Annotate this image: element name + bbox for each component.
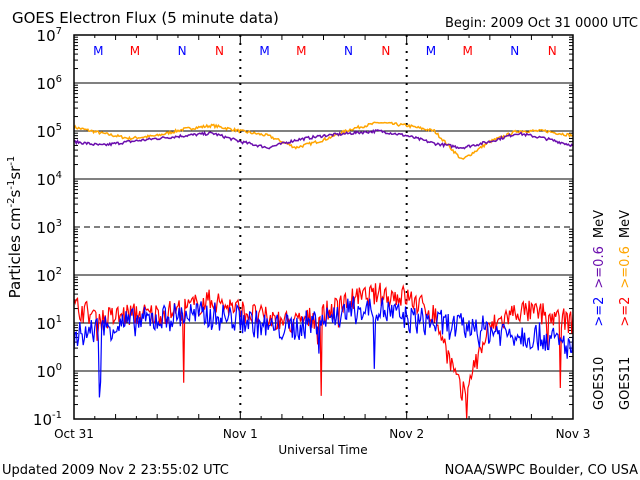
marker-label: M	[93, 44, 103, 58]
marker-label: N	[548, 44, 557, 58]
marker-label: N	[178, 44, 187, 58]
y-tick-labels: 107 106 105 104 103 102 101 100 10-1	[33, 26, 62, 429]
y-tick-label: 10-1	[33, 410, 62, 429]
marker-label: M	[259, 44, 269, 58]
y-tick-label: 101	[37, 314, 62, 333]
x-tick-labels: Oct 31 Nov 1 Nov 2 Nov 3	[54, 427, 590, 441]
marker-label: N	[215, 44, 224, 58]
y-axis-label: Particles cm-2s-1sr-1	[6, 156, 24, 299]
marker-label: N	[381, 44, 390, 58]
series-line-goes11-0-6-mev	[73, 121, 574, 160]
x-tick-label: Nov 3	[556, 427, 591, 441]
y-tick-label: 104	[37, 170, 62, 189]
y-tick-label: 100	[37, 362, 62, 381]
x-tick-label: Oct 31	[54, 427, 94, 441]
begin-label: Begin: 2009 Oct 31 0000 UTC	[445, 16, 638, 31]
x-axis-label: Universal Time	[278, 443, 367, 457]
series-line-goes10-0-6-mev	[73, 128, 574, 150]
series-line-goes11-2-mev	[73, 282, 574, 420]
marker-label: M	[462, 44, 472, 58]
series-lines	[73, 121, 574, 420]
x-tick-label: Nov 2	[389, 427, 424, 441]
marker-label: N	[344, 44, 353, 58]
y-tick-label: 106	[37, 74, 62, 93]
legend-goes11: GOES11>=2>=0.6MeV	[618, 210, 633, 410]
series-line-goes10-2-mev	[73, 296, 574, 398]
chart-title: GOES Electron Flux (5 minute data)	[12, 9, 279, 27]
updated-label: Updated 2009 Nov 2 23:55:02 UTC	[2, 463, 229, 478]
marker-label: M	[296, 44, 306, 58]
marker-label: N	[510, 44, 519, 58]
grid	[73, 35, 574, 419]
marker-label: M	[130, 44, 140, 58]
y-tick-label: 102	[37, 266, 62, 285]
x-tick-label: Nov 1	[223, 427, 258, 441]
y-tick-label: 103	[37, 218, 62, 237]
marker-label: M	[426, 44, 436, 58]
credit-label: NOAA/SWPC Boulder, CO USA	[445, 463, 638, 478]
y-tick-label: 107	[37, 26, 62, 45]
legend: GOES10>=2>=0.6MeV GOES11>=2>=0.6MeV	[592, 210, 633, 410]
plot-frame	[73, 34, 574, 420]
y-tick-label: 105	[37, 122, 62, 141]
legend-goes10: GOES10>=2>=0.6MeV	[592, 210, 607, 410]
